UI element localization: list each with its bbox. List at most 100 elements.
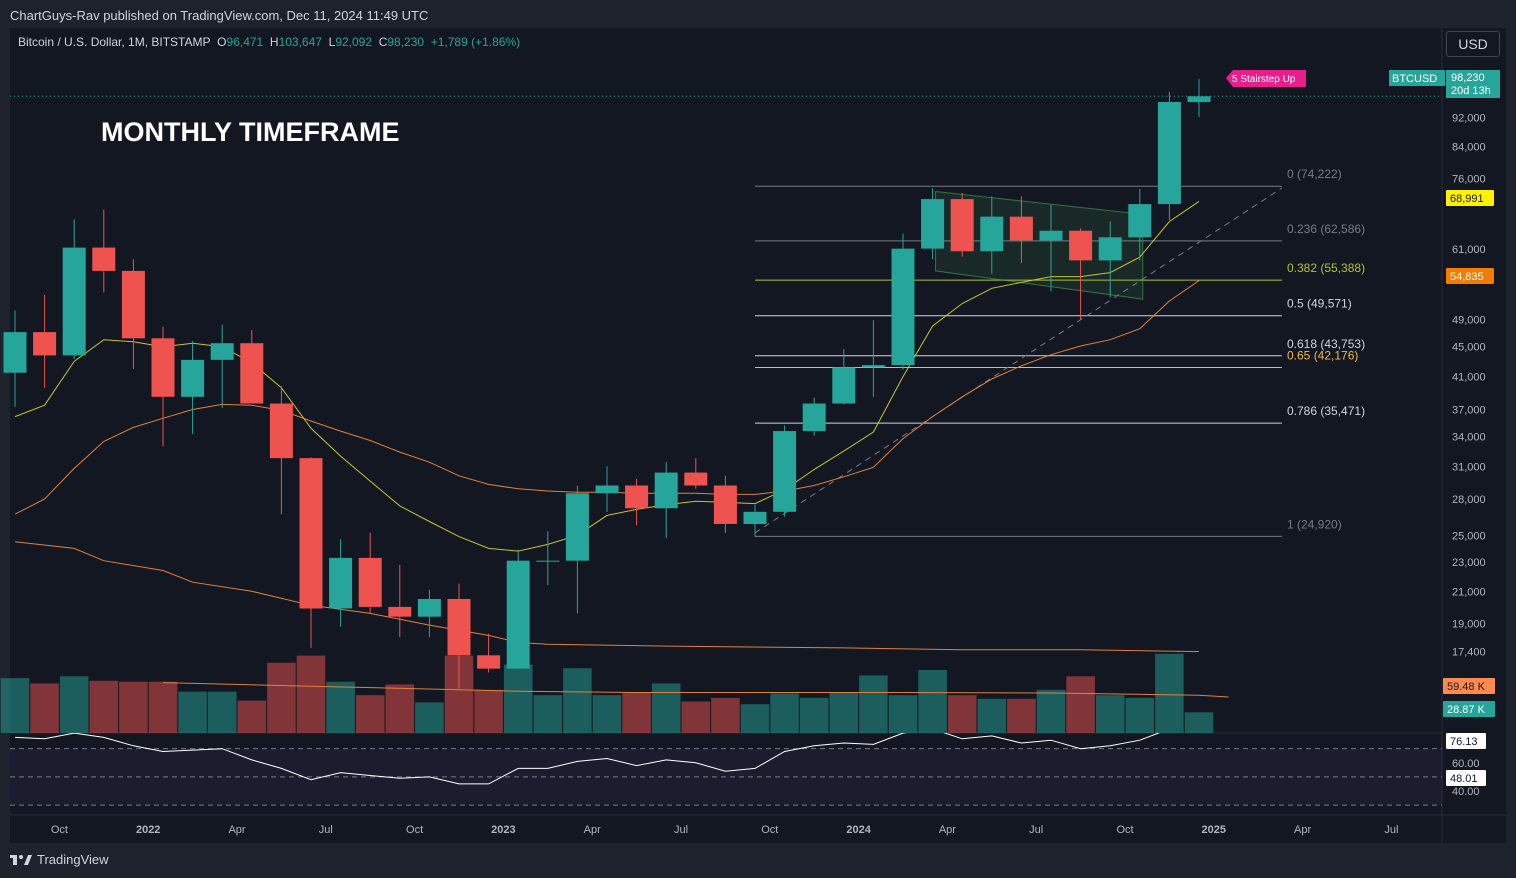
symbol-legend: Bitcoin / U.S. Dollar, 1M, BITSTAMP O96,… xyxy=(18,35,520,49)
rsi-badge-bg xyxy=(1446,733,1486,749)
price-tick-label: 49,000 xyxy=(1452,314,1486,326)
candle-body xyxy=(3,332,27,373)
candle-body xyxy=(62,247,86,356)
volume-bar xyxy=(326,681,355,733)
volume-bar xyxy=(1155,653,1184,733)
candle-body xyxy=(447,598,471,656)
rsi-badge: 76.13 xyxy=(1450,736,1478,748)
candle-body xyxy=(921,199,945,249)
footer-brand-label: TradingView xyxy=(37,852,109,867)
candle-body xyxy=(743,511,767,524)
candle-body xyxy=(33,332,57,356)
volume-bar xyxy=(385,684,415,733)
long-ma-line xyxy=(14,541,1200,653)
candle-body xyxy=(477,655,501,669)
candle-body xyxy=(92,247,116,271)
volume-badge: 28.87 K xyxy=(1447,704,1486,716)
ema-fast-badge: 68,991 xyxy=(1450,193,1484,205)
candle-body xyxy=(1009,216,1033,241)
candle-body xyxy=(654,472,678,509)
candle-body xyxy=(1069,230,1093,261)
time-tick-label: 2023 xyxy=(491,824,515,836)
low-value: 92,092 xyxy=(335,35,373,49)
price-tick-label: 45,000 xyxy=(1452,342,1486,354)
volume-bar xyxy=(829,692,859,733)
candle-body xyxy=(536,560,560,562)
footer-brand[interactable]: TradingView xyxy=(10,852,109,867)
high-label: H xyxy=(269,35,279,49)
candle-body xyxy=(595,485,619,494)
price-tick-label: 76,000 xyxy=(1452,174,1486,186)
price-tick-label: 61,000 xyxy=(1452,244,1486,256)
price-tick-label: 25,000 xyxy=(1452,530,1486,542)
fib-level-label: 0.382 (55,388) xyxy=(1287,261,1365,275)
candle-body xyxy=(358,557,382,607)
price-tick-label: 41,000 xyxy=(1452,372,1486,384)
time-tick-label: Oct xyxy=(406,824,423,836)
volume-ma-badge-bg xyxy=(1443,678,1495,694)
volume-bar xyxy=(1036,689,1066,733)
volume-bar xyxy=(592,695,622,733)
stairstep-label: 5 Stairstep Up xyxy=(1232,74,1296,85)
price-tick-label: 34,000 xyxy=(1452,432,1486,444)
volume-bar xyxy=(1184,712,1214,733)
fib-level-label: 0.236 (62,586) xyxy=(1287,222,1365,236)
symbol-name[interactable]: Bitcoin / U.S. Dollar, 1M, BITSTAMP xyxy=(18,35,211,49)
time-tick-label: Jul xyxy=(1029,824,1043,836)
candle-body xyxy=(565,493,589,561)
volume-bar xyxy=(1095,695,1125,733)
symbol-tag-bg xyxy=(1389,70,1445,86)
volume-bar xyxy=(296,655,326,733)
volume-bar xyxy=(1066,676,1095,733)
close-value: 98,230 xyxy=(387,35,425,49)
volume-bar xyxy=(622,692,651,733)
fib-level-label: 1 (24,920) xyxy=(1287,517,1342,531)
high-value: 103,647 xyxy=(278,35,322,49)
volume-bar xyxy=(237,700,267,733)
time-tick-label: Oct xyxy=(1116,824,1133,836)
tradingview-logo-icon xyxy=(10,854,32,865)
candle-body xyxy=(181,359,205,397)
ema-fast-badge-bg xyxy=(1446,190,1494,206)
volume-bar xyxy=(859,675,888,733)
volume-ma-badge: 59.48 K xyxy=(1447,681,1486,693)
volume-bar xyxy=(59,676,89,733)
volume-bar xyxy=(681,701,711,733)
price-tick-label: 31,000 xyxy=(1452,461,1486,473)
candle-body xyxy=(329,557,353,609)
candle-body xyxy=(1187,96,1211,103)
volume-bar xyxy=(563,668,592,733)
open-label: O xyxy=(217,35,227,49)
price-tick-label: 17,400 xyxy=(1452,647,1486,659)
candle-body xyxy=(417,598,441,617)
volume-bar xyxy=(711,697,740,733)
volume-bar xyxy=(1125,697,1155,733)
time-tick-label: Jul xyxy=(674,824,688,836)
volume-bar xyxy=(503,664,533,733)
volume-bar xyxy=(740,704,770,733)
candle-body xyxy=(299,458,323,609)
volume-bar xyxy=(148,681,178,733)
time-tick-label: Apr xyxy=(1294,824,1311,836)
price-tick-label: 21,000 xyxy=(1452,586,1486,598)
time-tick-label: 2025 xyxy=(1202,824,1226,836)
candle-body xyxy=(802,403,826,432)
volume-bar xyxy=(415,702,444,733)
volume-ma-line xyxy=(162,682,1229,698)
volume-badge-bg xyxy=(1443,701,1495,717)
chart-title: MONTHLY TIMEFRAME xyxy=(101,117,400,147)
volume-bar xyxy=(651,683,681,733)
candle-body xyxy=(773,431,797,512)
candle-body xyxy=(269,403,293,459)
time-tick-label: Oct xyxy=(51,824,68,836)
candle-body xyxy=(980,216,1004,252)
rsi-tick-label: 60.00 xyxy=(1452,758,1480,770)
countdown-badge: 20d 13h xyxy=(1451,85,1491,97)
currency-button[interactable]: USD xyxy=(1446,31,1500,57)
candle-body xyxy=(240,343,264,404)
stairstep-marker xyxy=(1226,70,1306,87)
time-tick-label: Jul xyxy=(319,824,333,836)
volume-bar xyxy=(918,670,947,733)
volume-bar xyxy=(30,683,59,733)
